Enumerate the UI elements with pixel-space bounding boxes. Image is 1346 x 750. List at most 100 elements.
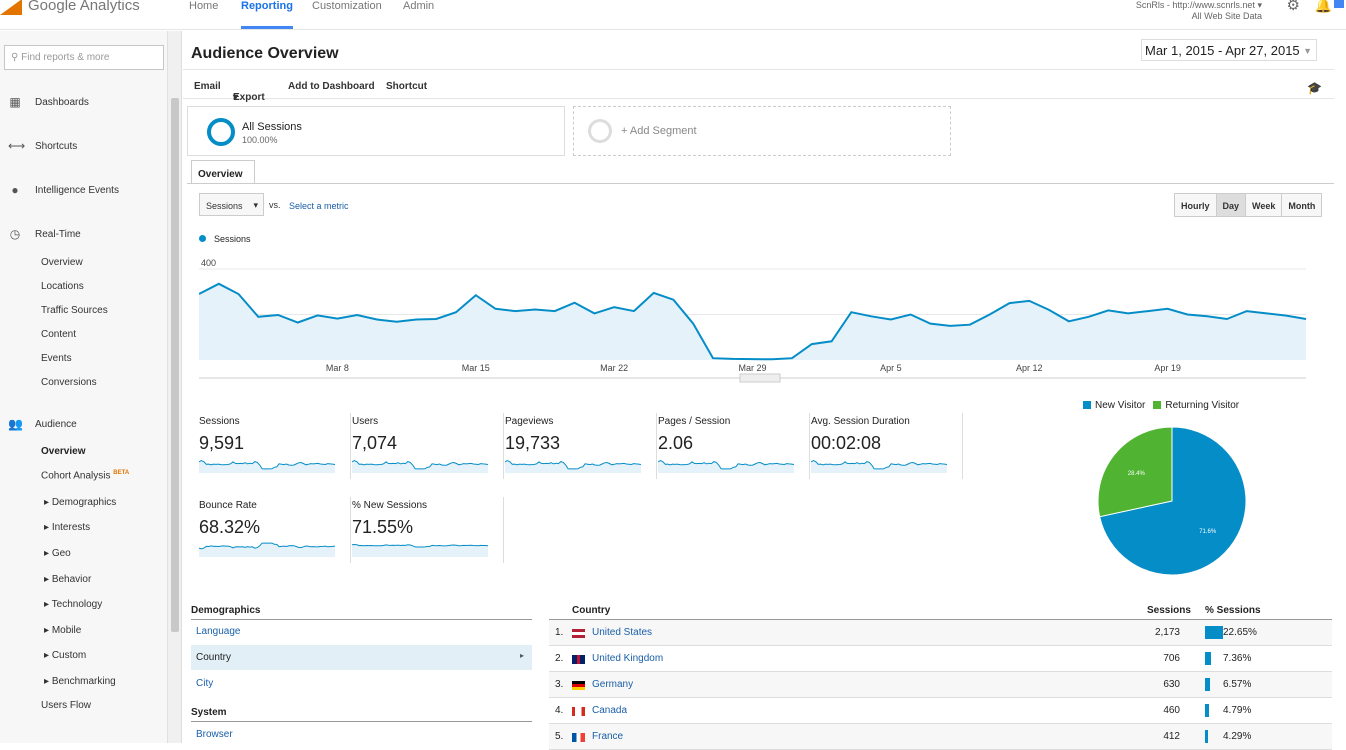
metric-selector[interactable]: Sessions ▾	[199, 193, 264, 216]
triangle-right-icon: ▸	[44, 599, 50, 610]
chevron-right-icon: ▸	[519, 651, 524, 660]
sidebar-item-intelligence[interactable]: ● Intelligence Events	[8, 183, 119, 197]
sidebar-scroll-thumb[interactable]	[171, 98, 179, 632]
gear-icon[interactable]: ⚙	[1286, 0, 1300, 14]
granularity-week[interactable]: Week	[1245, 194, 1282, 216]
system-browser-link[interactable]: Browser	[196, 729, 233, 740]
nav-home[interactable]: Home	[189, 0, 219, 12]
sidebar-item-dashboards[interactable]: ▦ Dashboards	[8, 95, 89, 109]
date-range-picker[interactable]: Mar 1, 2015 - Apr 27, 2015 ▼	[1141, 39, 1317, 61]
account-selector[interactable]: ScnRls - http://www.scnrls.net ▾ All Web…	[1136, 0, 1262, 22]
ga-logo[interactable]: Google Analytics	[0, 0, 140, 20]
scorecard-pageviews[interactable]: Pageviews 19,733	[505, 413, 657, 479]
metric-value: Sessions	[206, 201, 243, 211]
notification-badge[interactable]	[1334, 0, 1344, 8]
demographics-country-link[interactable]: Country ▸	[191, 645, 532, 670]
granularity-day[interactable]: Day	[1215, 194, 1246, 216]
lightbulb-icon: ●	[11, 183, 19, 197]
graduation-cap-icon[interactable]: 🎓	[1307, 81, 1322, 95]
pie-slice-label: 71.6%	[1199, 529, 1217, 535]
pie-slice-0[interactable]	[1099, 426, 1247, 576]
sparkline	[811, 460, 947, 473]
sparkline-area	[352, 544, 488, 557]
sidebar-users-flow[interactable]: Users Flow	[41, 700, 92, 711]
legend-dot	[199, 235, 206, 242]
search-input[interactable]: ⚲ Find reports & more	[4, 45, 164, 70]
scorecard-sessions[interactable]: Sessions 9,591	[199, 413, 351, 479]
sidebar-item-shortcuts[interactable]: ⟷ Shortcuts	[8, 139, 77, 153]
page-title: Audience Overview	[191, 45, 339, 62]
sparkline-area	[199, 460, 335, 473]
add-to-dashboard-button[interactable]: Add to Dashboard	[288, 81, 375, 92]
col-pct-sessions[interactable]: % Sessions	[1205, 605, 1261, 616]
scorecard-avg-duration[interactable]: Avg. Session Duration 00:02:08	[811, 413, 963, 479]
sparkline-line	[199, 460, 335, 470]
flag-icon	[572, 681, 585, 690]
x-tick-label: Apr 5	[880, 363, 902, 373]
scorecard-pages-per-session[interactable]: Pages / Session 2.06	[658, 413, 810, 479]
sessions-value: 630	[1163, 679, 1180, 690]
sidebar-geo[interactable]: ▸ Geo	[44, 548, 71, 559]
sidebar-technology[interactable]: ▸ Technology	[44, 599, 102, 610]
sidebar-audience-overview[interactable]: Overview	[41, 446, 86, 457]
col-country[interactable]: Country	[572, 605, 611, 616]
email-button[interactable]: Email	[194, 81, 221, 92]
triangle-right-icon: ▸	[44, 497, 50, 508]
granularity-month[interactable]: Month	[1281, 194, 1322, 216]
pie-slice-1[interactable]	[1097, 426, 1173, 518]
sidebar-realtime-content[interactable]: Content	[41, 329, 77, 340]
triangle-right-icon: ▸	[44, 650, 50, 661]
scorecard-new-sessions[interactable]: % New Sessions 71.55%	[352, 497, 504, 563]
report-toolbar: Email Export ▾ Add to Dashboard Shortcut…	[183, 69, 1334, 103]
select-metric-link[interactable]: Select a metric	[289, 201, 349, 211]
demographics-language-link[interactable]: Language	[196, 626, 241, 637]
sidebar-realtime-locations[interactable]: Locations	[41, 281, 84, 292]
nav-admin[interactable]: Admin	[403, 0, 435, 12]
sparkline	[505, 460, 641, 473]
sidebar-realtime-events[interactable]: Events	[41, 353, 72, 364]
sidebar-behavior[interactable]: ▸ Behavior	[44, 574, 91, 585]
demographics-city-link[interactable]: City	[196, 678, 214, 689]
sidebar-demographics[interactable]: ▸ Demographics	[44, 497, 116, 508]
chart-resize-handle[interactable]	[739, 373, 781, 383]
sidebar-benchmarking[interactable]: ▸ Benchmarking	[44, 676, 116, 687]
sidebar-cohort-analysis[interactable]: Cohort Analysis BETA	[41, 470, 129, 481]
country-link[interactable]: United Kingdom	[592, 653, 664, 664]
sparkline	[352, 543, 488, 557]
country-link[interactable]: Germany	[592, 679, 634, 690]
sidebar-realtime-overview[interactable]: Overview	[41, 257, 83, 268]
bell-icon[interactable]: 🔔	[1314, 0, 1332, 13]
tab-divider	[187, 183, 1334, 184]
country-link[interactable]: United States	[592, 627, 653, 638]
shortcut-button[interactable]: Shortcut	[386, 81, 428, 92]
nav-reporting[interactable]: Reporting	[241, 0, 293, 29]
segment-percentage: 100.00%	[242, 135, 278, 145]
scorecard-bounce-rate[interactable]: Bounce Rate 68.32%	[199, 497, 351, 563]
sidebar-realtime-conversions[interactable]: Conversions	[41, 377, 97, 388]
sparkline	[199, 542, 335, 557]
segment-all-sessions[interactable]: All Sessions 100.00%	[187, 106, 565, 156]
link-label: Country	[196, 652, 232, 663]
triangle-right-icon: ▸	[44, 676, 50, 687]
sidebar-custom[interactable]: ▸ Custom	[44, 650, 86, 661]
sparkline-line	[352, 543, 488, 548]
tab-overview[interactable]: Overview	[191, 160, 255, 184]
sidebar-interests[interactable]: ▸ Interests	[44, 522, 90, 533]
sidebar-realtime-traffic[interactable]: Traffic Sources	[41, 305, 108, 316]
sidebar-item-audience[interactable]: 👥 Audience	[8, 417, 77, 431]
scorecard-value: 2.06	[658, 433, 694, 453]
sidebar-item-realtime[interactable]: ◷ Real-Time	[8, 227, 81, 241]
nav-customization[interactable]: Customization	[312, 0, 382, 12]
country-link[interactable]: Canada	[592, 705, 628, 716]
granularity-hourly[interactable]: Hourly	[1175, 194, 1216, 216]
ga-logo-icon	[0, 0, 22, 15]
scorecard-users[interactable]: Users 7,074	[352, 413, 504, 479]
pct-value: 22.65%	[1223, 627, 1257, 638]
col-sessions[interactable]: Sessions	[1147, 605, 1191, 616]
sidebar-mobile[interactable]: ▸ Mobile	[44, 625, 81, 636]
export-label: Export	[233, 92, 265, 103]
add-segment-button[interactable]: + Add Segment	[573, 106, 951, 156]
row-rank: 3.	[555, 679, 564, 690]
country-link[interactable]: France	[592, 731, 624, 742]
table-header: Country Sessions % Sessions	[549, 605, 1332, 620]
